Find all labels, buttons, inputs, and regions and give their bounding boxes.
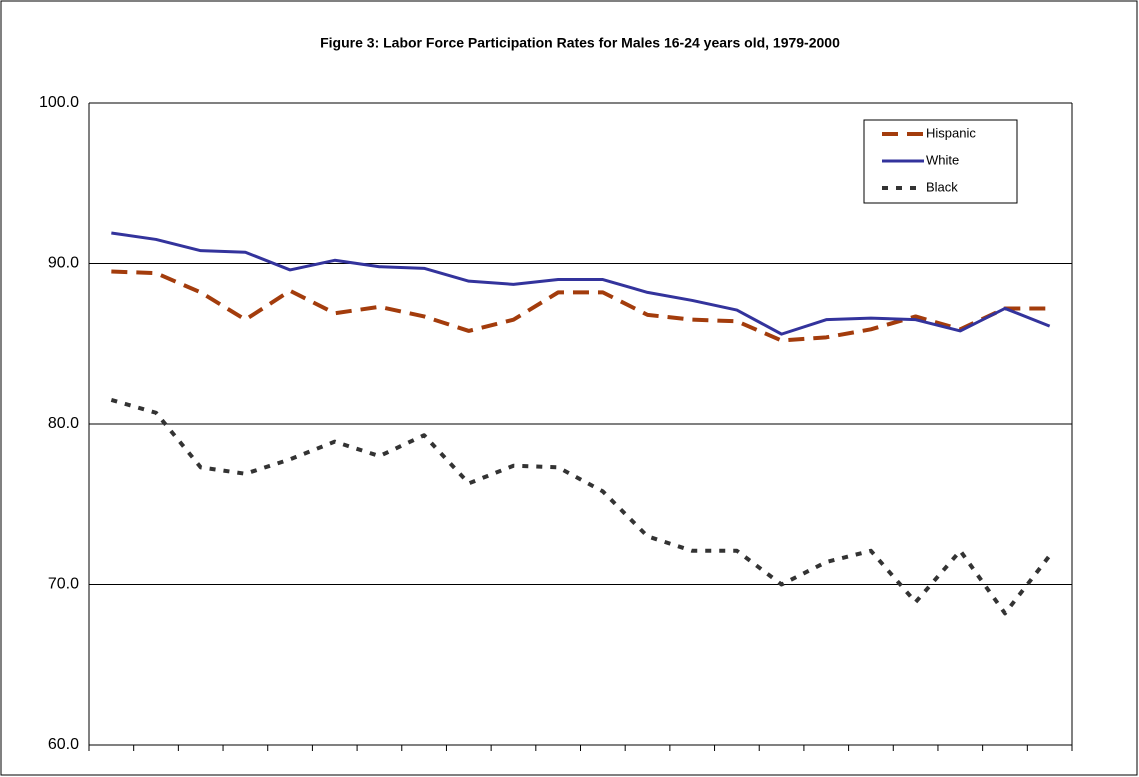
legend-label: Hispanic — [926, 125, 976, 140]
y-tick-label: 60.0 — [48, 736, 79, 753]
series-line — [111, 269, 1050, 343]
series-line — [111, 231, 1051, 336]
y-tick-label: 70.0 — [48, 576, 79, 593]
y-tick-label: 80.0 — [48, 415, 79, 432]
chart-title: Figure 3: Labor Force Participation Rate… — [320, 35, 840, 51]
series-line — [110, 398, 1052, 616]
y-tick-label: 90.0 — [48, 255, 79, 272]
y-tick-label: 100.0 — [39, 94, 79, 111]
legend-label: White — [926, 152, 959, 167]
legend-label: Black — [926, 179, 958, 194]
